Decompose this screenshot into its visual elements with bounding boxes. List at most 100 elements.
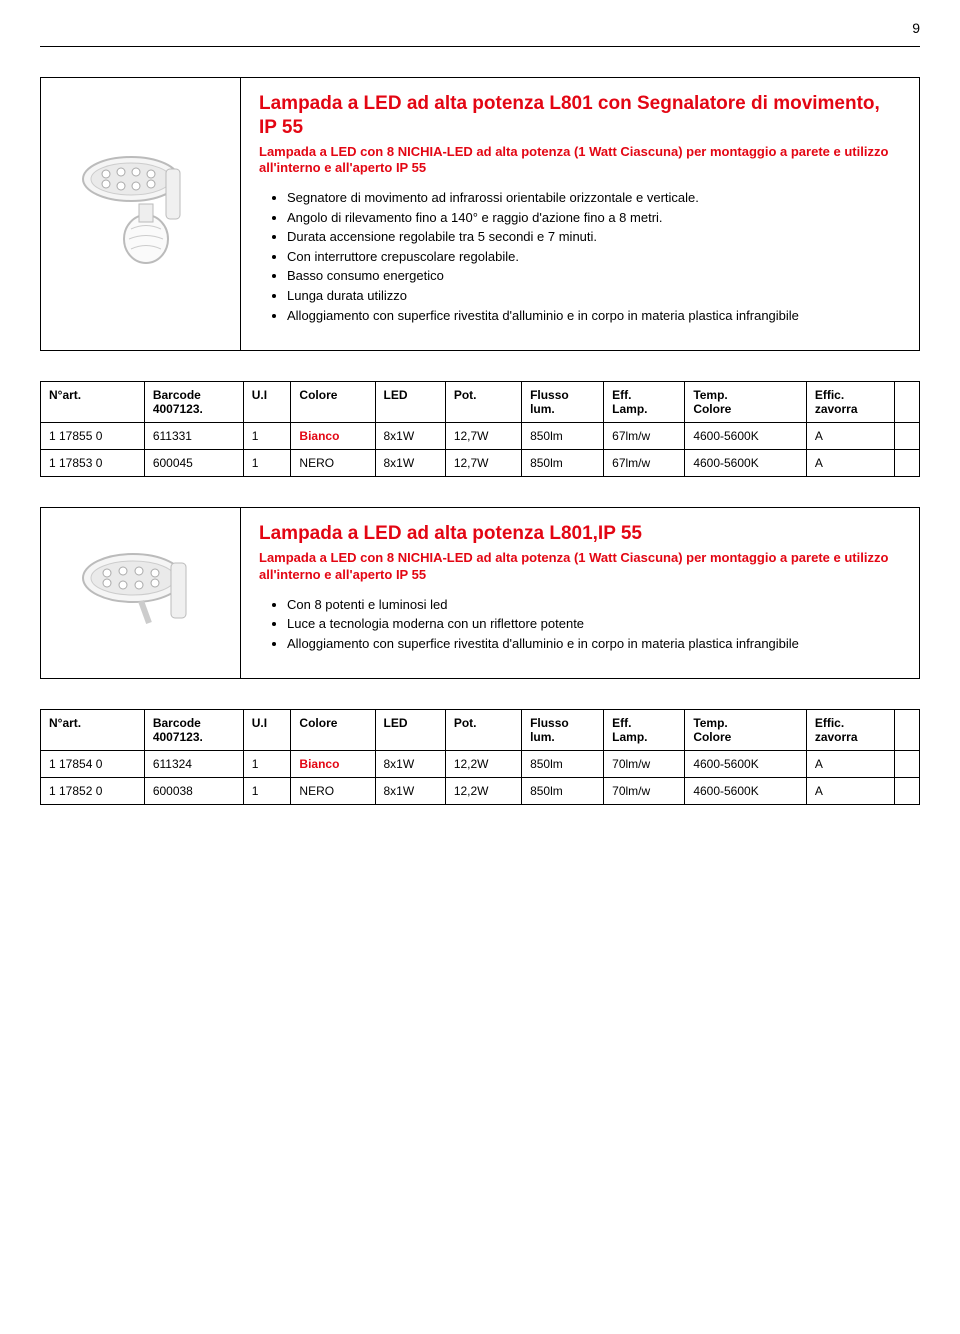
- table-cell: 12,7W: [445, 423, 521, 450]
- product-2-title: Lampada a LED ad alta potenza L801,IP 55: [259, 522, 901, 546]
- product-2-subtitle: Lampada a LED con 8 NICHIA-LED ad alta p…: [259, 550, 901, 584]
- table-cell: Bianco: [291, 751, 375, 778]
- col-eff: Eff.Lamp.: [604, 710, 685, 751]
- col-temp: Temp.Colore: [685, 710, 807, 751]
- bullet-item: Durata accensione regolabile tra 5 secon…: [287, 228, 901, 246]
- col-eff: Eff.Lamp.: [604, 382, 685, 423]
- table-cell: [894, 450, 919, 477]
- table-cell: 70lm/w: [604, 751, 685, 778]
- divider: [40, 46, 920, 47]
- table-cell: 1: [243, 450, 291, 477]
- table-cell: NERO: [291, 778, 375, 805]
- col-effic: Effic.zavorra: [806, 710, 894, 751]
- table-cell: 850lm: [522, 751, 604, 778]
- table-cell: 1: [243, 751, 291, 778]
- table-row: 1 17855 06113311Bianco8x1W12,7W850lm67lm…: [41, 423, 920, 450]
- table-cell: 1: [243, 423, 291, 450]
- table-cell: 8x1W: [375, 423, 445, 450]
- table-cell: 600038: [144, 778, 243, 805]
- table-cell: 12,2W: [445, 778, 521, 805]
- col-temp: Temp.Colore: [685, 382, 807, 423]
- table-cell: 70lm/w: [604, 778, 685, 805]
- table-cell: 611324: [144, 751, 243, 778]
- product-description-cell: Lampada a LED ad alta potenza L801,IP 55…: [241, 508, 919, 678]
- bullet-item: Angolo di rilevamento fino a 140° e ragg…: [287, 209, 901, 227]
- product-box-2: Lampada a LED ad alta potenza L801,IP 55…: [40, 507, 920, 679]
- col-art: N°art.: [41, 382, 145, 423]
- bullet-item: Con 8 potenti e luminosi led: [287, 596, 901, 614]
- table-cell: 8x1W: [375, 778, 445, 805]
- bullet-item: Con interruttore crepuscolare regolabile…: [287, 248, 901, 266]
- table-cell: 4600-5600K: [685, 450, 807, 477]
- product-image-cell: [41, 78, 241, 350]
- col-pot: Pot.: [445, 382, 521, 423]
- table-cell: 611331: [144, 423, 243, 450]
- table-header-row: N°art. Barcode4007123. U.I Colore LED Po…: [41, 382, 920, 423]
- table-cell: 67lm/w: [604, 450, 685, 477]
- col-barcode: Barcode4007123.: [144, 710, 243, 751]
- table-row: 1 17852 06000381NERO8x1W12,2W850lm70lm/w…: [41, 778, 920, 805]
- col-flusso: Flussolum.: [522, 710, 604, 751]
- table-cell: Bianco: [291, 423, 375, 450]
- product-image-cell: [41, 508, 241, 678]
- lamp-illustration: [71, 523, 211, 663]
- table-cell: 600045: [144, 450, 243, 477]
- table-cell: 1 17854 0: [41, 751, 145, 778]
- table-cell: 12,7W: [445, 450, 521, 477]
- col-led: LED: [375, 382, 445, 423]
- col-flusso: Flussolum.: [522, 382, 604, 423]
- bullet-item: Basso consumo energetico: [287, 267, 901, 285]
- table-row: 1 17854 06113241Bianco8x1W12,2W850lm70lm…: [41, 751, 920, 778]
- bullet-item: Alloggiamento con superfice rivestita d'…: [287, 635, 901, 653]
- lamp-with-sensor-illustration: [71, 144, 211, 284]
- table-cell: 1 17855 0: [41, 423, 145, 450]
- product-box-1: Lampada a LED ad alta potenza L801 con S…: [40, 77, 920, 351]
- col-colore: Colore: [291, 710, 375, 751]
- table-cell: [894, 423, 919, 450]
- table-cell: 850lm: [522, 423, 604, 450]
- table-cell: 4600-5600K: [685, 751, 807, 778]
- spec-table-1: N°art. Barcode4007123. U.I Colore LED Po…: [40, 381, 920, 477]
- col-barcode: Barcode4007123.: [144, 382, 243, 423]
- table-cell: A: [806, 423, 894, 450]
- table-cell: A: [806, 778, 894, 805]
- table-cell: 1 17853 0: [41, 450, 145, 477]
- bullet-item: Segnatore di movimento ad infrarossi ori…: [287, 189, 901, 207]
- page-number: 9: [40, 20, 920, 36]
- table-cell: 8x1W: [375, 751, 445, 778]
- table-cell: [894, 778, 919, 805]
- bullet-item: Luce a tecnologia moderna con un riflett…: [287, 615, 901, 633]
- col-art: N°art.: [41, 710, 145, 751]
- table-cell: 850lm: [522, 778, 604, 805]
- table-cell: 4600-5600K: [685, 423, 807, 450]
- product-description-cell: Lampada a LED ad alta potenza L801 con S…: [241, 78, 919, 350]
- spec-table-2: N°art. Barcode4007123. U.I Colore LED Po…: [40, 709, 920, 805]
- product-1-bullets: Segnatore di movimento ad infrarossi ori…: [259, 189, 901, 324]
- table-cell: 850lm: [522, 450, 604, 477]
- col-empty: [894, 710, 919, 751]
- table-cell: A: [806, 751, 894, 778]
- table-cell: NERO: [291, 450, 375, 477]
- bullet-item: Lunga durata utilizzo: [287, 287, 901, 305]
- table-cell: 4600-5600K: [685, 778, 807, 805]
- table-cell: [894, 751, 919, 778]
- table-cell: 1: [243, 778, 291, 805]
- col-ui: U.I: [243, 382, 291, 423]
- table-cell: 12,2W: [445, 751, 521, 778]
- col-effic: Effic.zavorra: [806, 382, 894, 423]
- table-cell: 8x1W: [375, 450, 445, 477]
- product-1-title: Lampada a LED ad alta potenza L801 con S…: [259, 92, 901, 140]
- table-row: 1 17853 06000451NERO8x1W12,7W850lm67lm/w…: [41, 450, 920, 477]
- table-header-row: N°art. Barcode4007123. U.I Colore LED Po…: [41, 710, 920, 751]
- product-1-subtitle: Lampada a LED con 8 NICHIA-LED ad alta p…: [259, 144, 901, 178]
- table-cell: 1 17852 0: [41, 778, 145, 805]
- product-2-bullets: Con 8 potenti e luminosi ledLuce a tecno…: [259, 596, 901, 653]
- col-colore: Colore: [291, 382, 375, 423]
- col-ui: U.I: [243, 710, 291, 751]
- col-empty: [894, 382, 919, 423]
- table-cell: 67lm/w: [604, 423, 685, 450]
- col-pot: Pot.: [445, 710, 521, 751]
- col-led: LED: [375, 710, 445, 751]
- bullet-item: Alloggiamento con superfice rivestita d'…: [287, 307, 901, 325]
- table-cell: A: [806, 450, 894, 477]
